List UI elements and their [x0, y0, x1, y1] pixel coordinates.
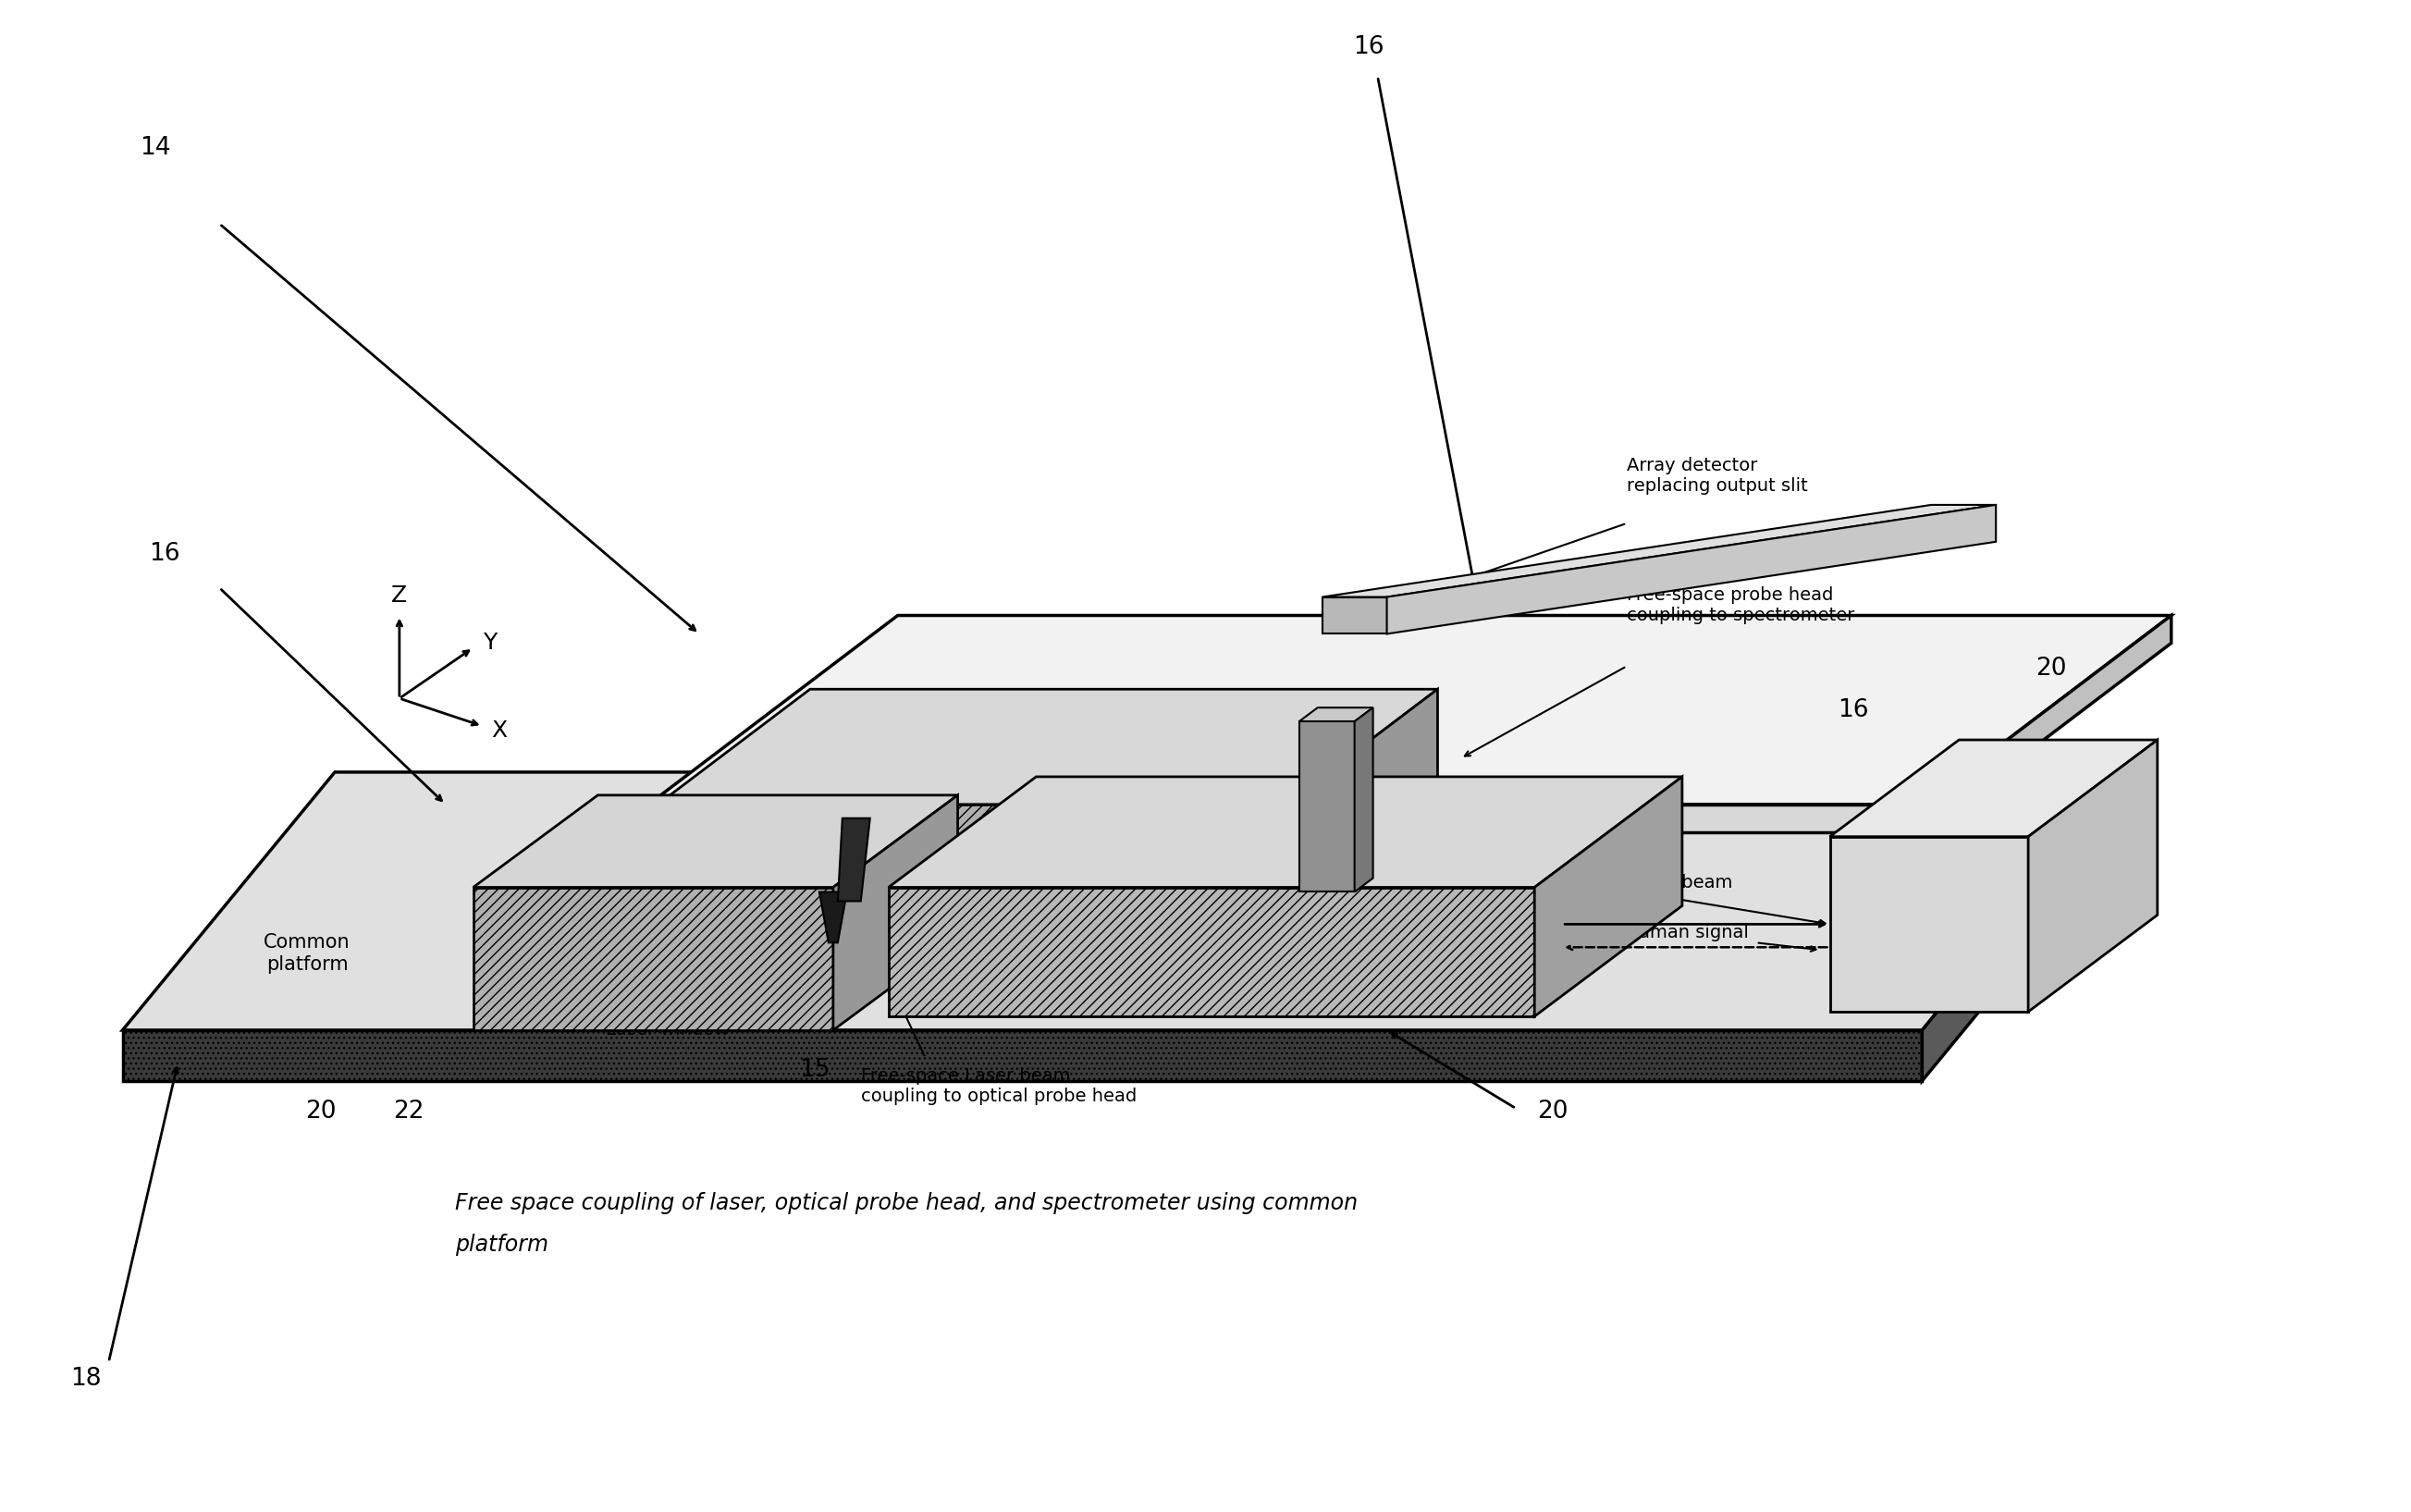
Polygon shape	[123, 1030, 1922, 1081]
Text: Laser: Laser	[612, 854, 665, 872]
Polygon shape	[2028, 739, 2158, 1012]
Polygon shape	[473, 888, 834, 1030]
Text: Common
platform: Common platform	[263, 933, 350, 974]
Text: 22: 22	[393, 1099, 424, 1123]
Text: Sample
under
investigation: Sample under investigation	[1844, 869, 1963, 927]
Text: Free space coupling of laser, optical probe head, and spectrometer using common: Free space coupling of laser, optical pr…	[456, 1193, 1357, 1214]
Polygon shape	[658, 689, 1437, 804]
Text: Laser beam: Laser beam	[1627, 874, 1734, 891]
Polygon shape	[1533, 777, 1683, 1016]
Polygon shape	[820, 892, 846, 942]
Text: 16: 16	[1837, 699, 1869, 723]
Polygon shape	[473, 795, 957, 888]
Text: 15: 15	[1343, 933, 1374, 957]
Text: X: X	[492, 720, 506, 742]
Polygon shape	[1300, 708, 1372, 721]
Polygon shape	[890, 777, 1683, 888]
Text: 16: 16	[149, 541, 178, 565]
Polygon shape	[1300, 721, 1355, 892]
Polygon shape	[649, 804, 1922, 832]
Polygon shape	[1386, 505, 1996, 634]
Polygon shape	[1285, 689, 1437, 947]
Text: Free-space Laser beam
coupling to optical probe head: Free-space Laser beam coupling to optica…	[861, 1067, 1136, 1105]
Polygon shape	[649, 615, 2172, 804]
Text: 20: 20	[2035, 656, 2066, 680]
Text: 18: 18	[70, 1367, 101, 1391]
Polygon shape	[1922, 615, 2172, 832]
Polygon shape	[1922, 773, 2134, 1081]
Text: 20: 20	[1538, 1099, 1570, 1123]
Polygon shape	[1321, 505, 1996, 597]
Text: 16: 16	[1353, 35, 1384, 59]
Polygon shape	[837, 818, 870, 901]
Text: 20: 20	[306, 1099, 338, 1123]
Polygon shape	[1355, 708, 1372, 892]
Polygon shape	[1830, 739, 2158, 836]
Text: Y: Y	[482, 632, 497, 655]
Text: Input slit: Input slit	[1215, 762, 1300, 780]
Text: Array detector
replacing output slit: Array detector replacing output slit	[1627, 457, 1808, 494]
Text: Spectrometer: Spectrometer	[858, 762, 991, 780]
Polygon shape	[1830, 836, 2028, 1012]
Text: Raman signal: Raman signal	[1627, 924, 1748, 942]
Text: Z: Z	[391, 584, 407, 606]
Text: Optical probe head: Optical probe head	[1102, 854, 1285, 872]
Polygon shape	[890, 888, 1533, 1016]
Text: 14: 14	[140, 136, 171, 160]
Text: 15: 15	[798, 1058, 829, 1081]
Polygon shape	[658, 804, 1285, 947]
Text: Free-space probe head
coupling to spectrometer: Free-space probe head coupling to spectr…	[1627, 585, 1854, 624]
Text: Laser window: Laser window	[605, 1021, 728, 1039]
Polygon shape	[1321, 597, 1386, 634]
Text: platform: platform	[456, 1234, 547, 1256]
Polygon shape	[123, 773, 2134, 1030]
Polygon shape	[834, 795, 957, 1030]
